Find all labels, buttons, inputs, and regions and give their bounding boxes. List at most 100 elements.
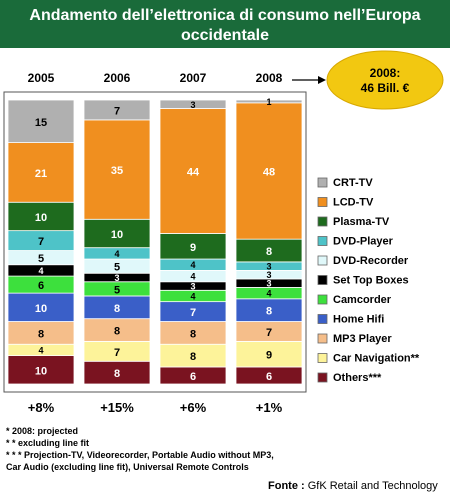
segment-value-label: 10 [35, 212, 47, 224]
segment-value-label: 3 [190, 282, 195, 292]
bar-segment [7, 201, 75, 232]
bar-segment [7, 292, 75, 322]
legend-label: DVD-Player [333, 236, 394, 248]
stacked-bar-chart: 20051048106457102115+8%20068788535410357… [3, 50, 444, 415]
segment-value-label: 7 [190, 307, 196, 319]
segment-value-label: 4 [114, 249, 119, 259]
segment-value-label: 9 [266, 350, 272, 362]
segment-value-label: 4 [38, 266, 43, 276]
segment-value-label: 8 [266, 246, 272, 258]
legend-label: CRT-TV [333, 177, 373, 189]
segment-value-label: 3 [266, 262, 271, 272]
segment-value-label: 3 [114, 273, 119, 283]
bar-segment [159, 99, 227, 109]
legend-label: Camcorder [333, 294, 392, 306]
legend-swatch [317, 353, 328, 363]
legend-swatch [317, 294, 328, 305]
footnote-3: * * * Projection-TV, Videorecorder, Port… [6, 450, 274, 460]
legend-swatch [317, 333, 328, 344]
growth-label: +15% [100, 400, 134, 415]
legend-swatch [317, 275, 328, 285]
source-label: Fonte : [268, 480, 305, 492]
segment-value-label: 7 [114, 347, 120, 359]
footnote-4: Car Audio (excluding line fit), Universa… [6, 462, 249, 472]
legend-label: LCD-TV [333, 197, 374, 209]
segment-value-label: 9 [190, 242, 196, 254]
bar-segment [235, 340, 303, 368]
segment-value-label: 21 [35, 168, 47, 180]
year-label: 2006 [104, 71, 131, 85]
legend-swatch [317, 314, 328, 324]
legend-label: Set Top Boxes [333, 275, 409, 287]
legend-swatch [317, 177, 328, 188]
footnote-2: * * excluding line fit [6, 438, 90, 448]
legend-label: Others*** [333, 372, 382, 384]
bar-segment [159, 108, 227, 234]
callout-value: 46 Bill. € [361, 81, 410, 95]
legend-label: DVD-Recorder [333, 255, 409, 267]
segment-value-label: 7 [114, 105, 120, 117]
growth-label: +6% [180, 400, 207, 415]
legend-swatch [317, 197, 328, 207]
segment-value-label: 4 [190, 291, 195, 301]
segment-value-label: 8 [38, 328, 44, 340]
segment-value-label: 4 [266, 289, 271, 299]
segment-value-label: 10 [35, 365, 47, 377]
segment-value-label: 7 [38, 236, 44, 248]
bar-segment [7, 355, 75, 385]
segment-value-label: 4 [190, 260, 195, 270]
legend-label: MP3 Player [333, 333, 392, 345]
segment-value-label: 8 [114, 326, 120, 338]
segment-value-label: 44 [187, 167, 200, 179]
segment-value-label: 6 [266, 371, 272, 383]
segment-value-label: 15 [35, 117, 47, 129]
legend-label: Car Navigation** [333, 353, 420, 365]
callout-year: 2008: [370, 66, 401, 80]
bar-segment [7, 142, 75, 203]
bar-segment [7, 99, 75, 143]
segment-value-label: 10 [35, 303, 47, 315]
segment-value-label: 4 [190, 272, 195, 282]
bar-segment [235, 99, 303, 104]
year-label: 2007 [180, 71, 207, 85]
segment-value-label: 1 [266, 97, 271, 107]
segment-value-label: 5 [38, 253, 44, 265]
footnote-1: * 2008: projected [6, 426, 79, 436]
total-callout [326, 50, 444, 110]
segment-value-label: 7 [266, 327, 272, 339]
year-label: 2005 [28, 71, 55, 85]
segment-value-label: 35 [111, 165, 123, 177]
segment-value-label: 8 [114, 368, 120, 380]
chart-subtitle: Vendite valore % 2005 - 2008 [152, 47, 298, 59]
segment-value-label: 6 [190, 371, 196, 383]
segment-value-label: 8 [114, 303, 120, 315]
legend-swatch [317, 255, 328, 266]
bar-segment [83, 119, 151, 220]
legend-label: Plasma-TV [333, 216, 390, 228]
segment-value-label: 3 [190, 100, 195, 110]
segment-value-label: 3 [266, 279, 271, 289]
footnotes: * 2008: projected * * excluding line fit… [6, 425, 274, 473]
segment-value-label: 6 [38, 280, 44, 292]
chart-title: Andamento dell’elettronica di consumo ne… [29, 7, 421, 44]
callout-arrow-head [318, 76, 326, 84]
legend-swatch [317, 372, 328, 383]
bar-segment [83, 99, 151, 121]
segment-value-label: 8 [266, 306, 272, 318]
segment-value-label: 8 [190, 351, 196, 363]
legend-label: Home Hifi [333, 314, 384, 326]
segment-value-label: 3 [266, 270, 271, 280]
year-label: 2008 [256, 71, 283, 85]
source-credit: Fonte : GfK Retail and Technology [268, 480, 438, 492]
legend-swatch [317, 216, 328, 227]
bar-segment [159, 233, 227, 260]
segment-value-label: 4 [38, 345, 43, 355]
segment-value-label: 5 [114, 284, 120, 296]
segment-value-label: 48 [263, 167, 275, 179]
growth-label: +1% [256, 400, 283, 415]
legend-swatch [317, 236, 328, 246]
segment-value-label: 5 [114, 262, 120, 274]
segment-value-label: 8 [190, 328, 196, 340]
growth-label: +8% [28, 400, 55, 415]
source-text: GfK Retail and Technology [307, 480, 438, 492]
